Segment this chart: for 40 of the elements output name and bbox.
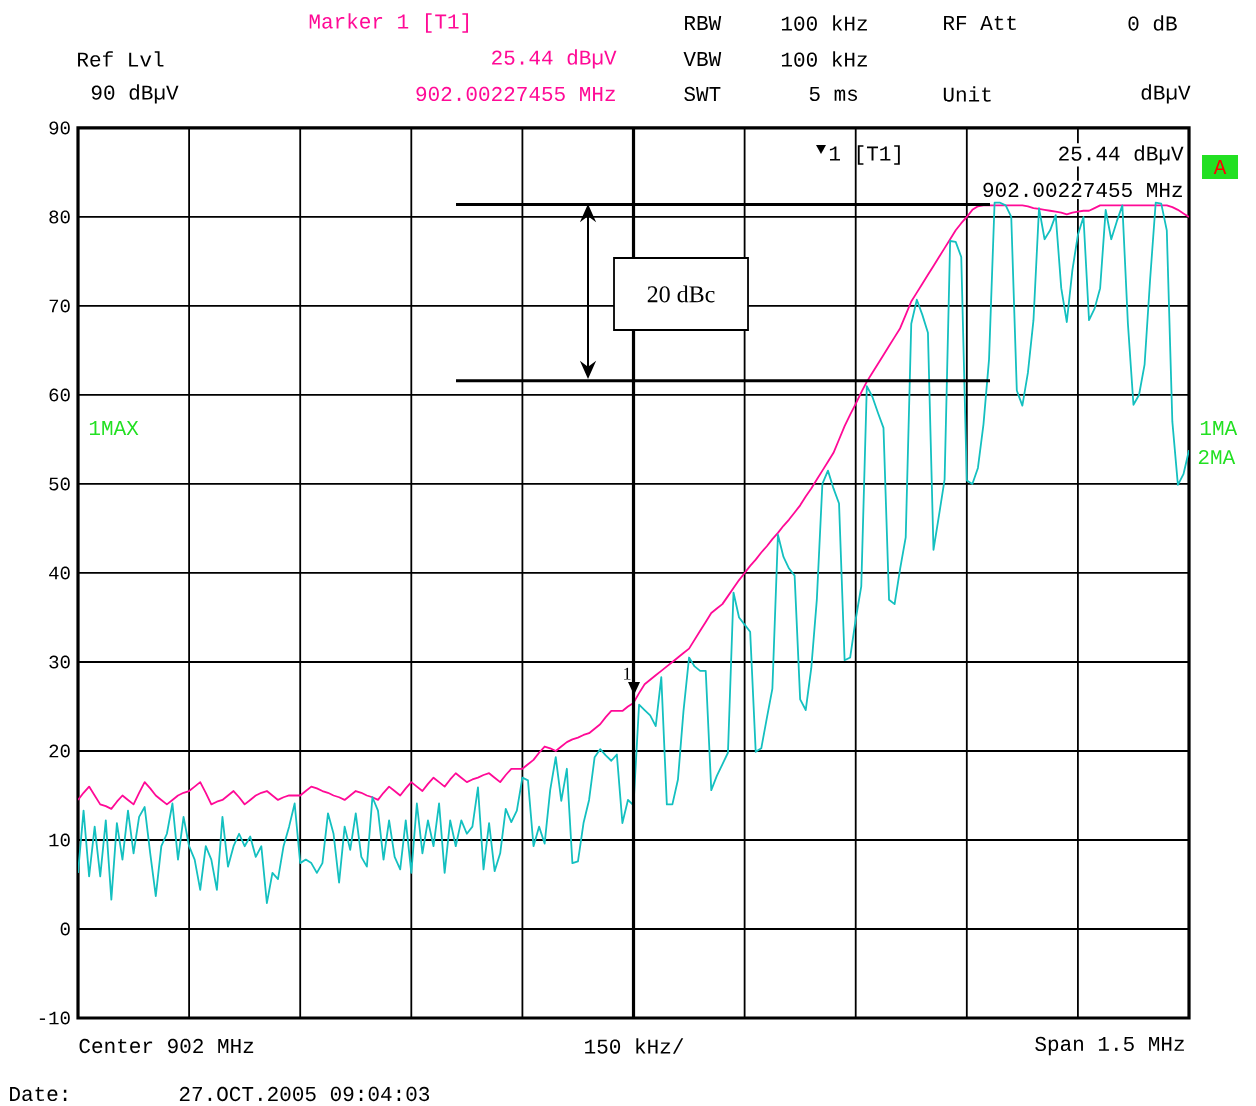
- y-tick-label: 10: [49, 833, 70, 847]
- text: 27.OCT.2005 09:04:03: [179, 1086, 430, 1102]
- annotation: 25.44 dBµV: [1059, 145, 1184, 165]
- annotation: 1: [624, 667, 631, 680]
- y-tick-label: 50: [49, 477, 70, 491]
- text: 25.44 dBµV: [492, 49, 617, 69]
- text: 100 kHz: [781, 51, 867, 67]
- text: 2MA: [1198, 449, 1236, 464]
- text: Ref Lvl: [78, 51, 164, 67]
- text: RF Att: [944, 15, 1016, 31]
- y-tick-label: 40: [49, 566, 70, 580]
- y-tick-label: 30: [49, 655, 70, 669]
- text: A: [1213, 160, 1227, 174]
- y-tick-label: 60: [49, 388, 70, 402]
- annotation: 902.00227455 MHz: [983, 182, 1182, 198]
- annotation: 20 dBc: [647, 285, 715, 303]
- annotation: 1 [T1]: [829, 145, 900, 165]
- annotation: 1MAX: [89, 421, 139, 435]
- text: VBW: [683, 52, 722, 66]
- text: 902.00227455 MHz: [416, 86, 615, 102]
- text: 90 dBµV: [91, 84, 179, 104]
- text: Span 1.5 MHz: [1035, 1036, 1184, 1056]
- y-tick-label: 80: [49, 210, 70, 224]
- y-tick-label: 90: [49, 121, 70, 135]
- y-tick-label: -10: [39, 1011, 70, 1025]
- text: 150 kHz/: [585, 1038, 684, 1054]
- text: Marker 1 [T1]: [309, 13, 468, 33]
- text: Center 902 MHz: [79, 1038, 254, 1054]
- y-tick-label: 20: [49, 744, 70, 758]
- y-tick-label: 70: [49, 299, 70, 313]
- text: RBW: [685, 16, 722, 30]
- text: SWT: [684, 86, 721, 102]
- text: 100 kHz: [781, 15, 867, 31]
- text: Unit: [943, 86, 991, 102]
- text: dBµV: [1141, 84, 1191, 104]
- text: 1MA: [1200, 421, 1238, 435]
- text: 0 dB: [1128, 15, 1177, 31]
- text: 5 ms: [809, 86, 858, 102]
- y-tick-label: 0: [60, 922, 70, 936]
- text: Date:: [10, 1086, 67, 1102]
